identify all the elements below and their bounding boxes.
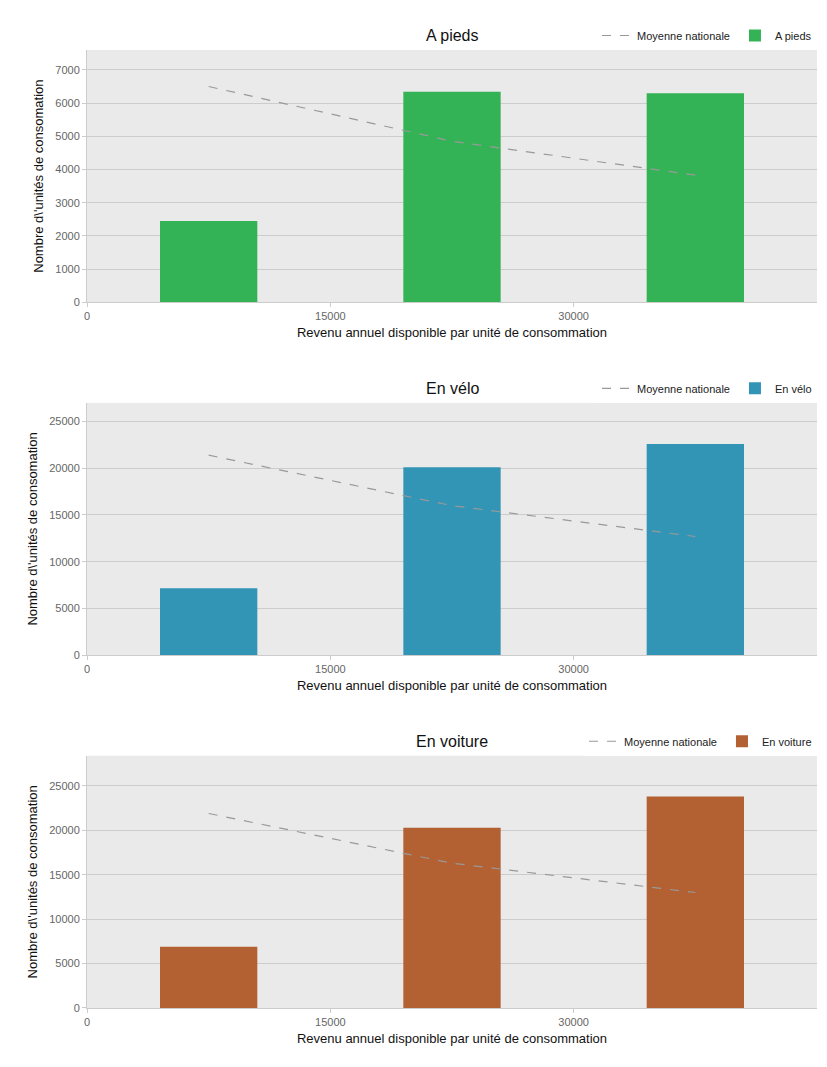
svg-text:0: 0 <box>84 310 90 322</box>
svg-text:En vélo: En vélo <box>426 380 479 397</box>
svg-text:Revenu annuel disponible par u: Revenu annuel disponible par unité de co… <box>297 678 607 693</box>
svg-text:20000: 20000 <box>49 824 80 836</box>
svg-text:15000: 15000 <box>49 869 80 881</box>
svg-text:15000: 15000 <box>49 509 80 521</box>
svg-text:2000: 2000 <box>55 230 79 242</box>
svg-text:4000: 4000 <box>55 163 79 175</box>
svg-text:5000: 5000 <box>55 130 79 142</box>
svg-text:0: 0 <box>74 296 80 308</box>
svg-text:0: 0 <box>84 1016 90 1028</box>
svg-text:30000: 30000 <box>558 310 589 322</box>
svg-text:Nombre d\'unités de consomatio: Nombre d\'unités de consomation <box>25 432 40 625</box>
svg-text:En voiture: En voiture <box>416 733 488 750</box>
svg-text:7000: 7000 <box>55 64 79 76</box>
svg-text:5000: 5000 <box>55 957 79 969</box>
svg-text:0: 0 <box>74 1002 80 1014</box>
svg-text:15000: 15000 <box>315 1016 346 1028</box>
svg-text:Moyenne nationale: Moyenne nationale <box>624 736 717 748</box>
svg-text:Moyenne nationale: Moyenne nationale <box>637 383 730 395</box>
svg-text:15000: 15000 <box>315 663 346 675</box>
svg-text:6000: 6000 <box>55 97 79 109</box>
svg-text:30000: 30000 <box>558 1016 589 1028</box>
svg-text:A pieds: A pieds <box>426 27 478 44</box>
svg-text:Revenu annuel disponible par u: Revenu annuel disponible par unité de co… <box>297 1031 607 1046</box>
svg-text:10000: 10000 <box>49 556 80 568</box>
svg-text:A pieds: A pieds <box>775 30 812 42</box>
svg-text:0: 0 <box>84 663 90 675</box>
svg-text:Revenu annuel disponible par u: Revenu annuel disponible par unité de co… <box>297 325 607 340</box>
svg-text:Nombre d\'unités de consomatio: Nombre d\'unités de consomation <box>25 785 40 978</box>
svg-text:25000: 25000 <box>49 780 80 792</box>
svg-text:15000: 15000 <box>315 310 346 322</box>
svg-text:Moyenne nationale: Moyenne nationale <box>637 30 730 42</box>
svg-text:10000: 10000 <box>49 913 80 925</box>
svg-text:En vélo: En vélo <box>775 383 812 395</box>
svg-text:3000: 3000 <box>55 197 79 209</box>
svg-text:25000: 25000 <box>49 415 80 427</box>
svg-text:30000: 30000 <box>558 663 589 675</box>
svg-text:Nombre d\'unités de consomatio: Nombre d\'unités de consomation <box>31 80 46 273</box>
svg-text:En voiture: En voiture <box>762 736 812 748</box>
svg-text:5000: 5000 <box>55 602 79 614</box>
svg-text:20000: 20000 <box>49 462 80 474</box>
svg-text:1000: 1000 <box>55 263 79 275</box>
svg-text:0: 0 <box>74 649 80 661</box>
